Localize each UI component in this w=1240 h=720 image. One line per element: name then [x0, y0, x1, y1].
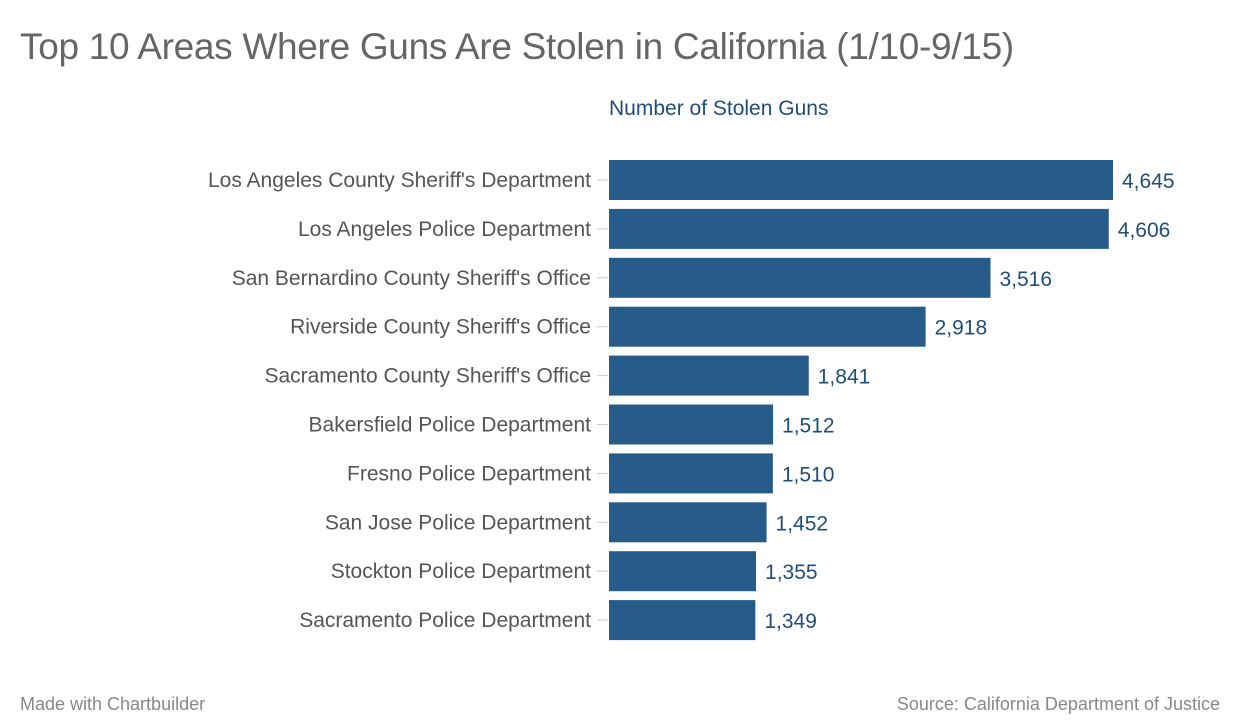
chart-title: Top 10 Areas Where Guns Are Stolen in Ca… [20, 26, 1014, 67]
bar-chart: Number of Stolen Guns Los Angeles County… [208, 97, 1175, 641]
category-label: Bakersfield Police Department [309, 414, 592, 437]
bar [609, 355, 809, 396]
footer-source: Source: California Department of Justice [896, 694, 1220, 714]
category-label: San Jose Police Department [325, 511, 591, 534]
bar-value-label: 4,645 [1122, 170, 1175, 193]
category-label: Stockton Police Department [331, 560, 591, 583]
footer-credit: Made with Chartbuilder [20, 694, 206, 714]
bar [609, 257, 991, 298]
bar [609, 600, 756, 641]
category-label: Los Angeles Police Department [298, 218, 591, 241]
bar [609, 160, 1113, 200]
category-label: Sacramento Police Department [299, 609, 591, 632]
bar-value-label: 2,918 [935, 317, 988, 340]
bar-value-label: 3,516 [999, 268, 1052, 291]
bar-value-label: 4,606 [1118, 219, 1171, 242]
bar [609, 551, 757, 592]
x-axis-label: Number of Stolen Guns [609, 97, 828, 120]
bar-value-label: 1,349 [764, 610, 817, 633]
category-label: Sacramento County Sheriff's Office [264, 365, 591, 388]
bar-value-label: 1,355 [765, 561, 818, 584]
category-label: Fresno Police Department [347, 462, 591, 485]
bar-value-label: 1,841 [818, 366, 871, 389]
category-label: Los Angeles County Sheriff's Department [208, 169, 591, 192]
category-label: Riverside County Sheriff's Office [290, 316, 591, 339]
bar [609, 208, 1109, 249]
bar [609, 453, 773, 494]
bar [609, 404, 774, 445]
bars-group: Los Angeles County Sheriff's Department 4… [208, 160, 1175, 641]
bar-value-label: 1,510 [782, 463, 835, 486]
bar-value-label: 1,452 [776, 512, 829, 535]
category-label: San Bernardino County Sheriff's Office [232, 267, 591, 290]
bar [609, 306, 926, 347]
bar-value-label: 1,512 [782, 415, 835, 438]
bar [609, 502, 767, 543]
